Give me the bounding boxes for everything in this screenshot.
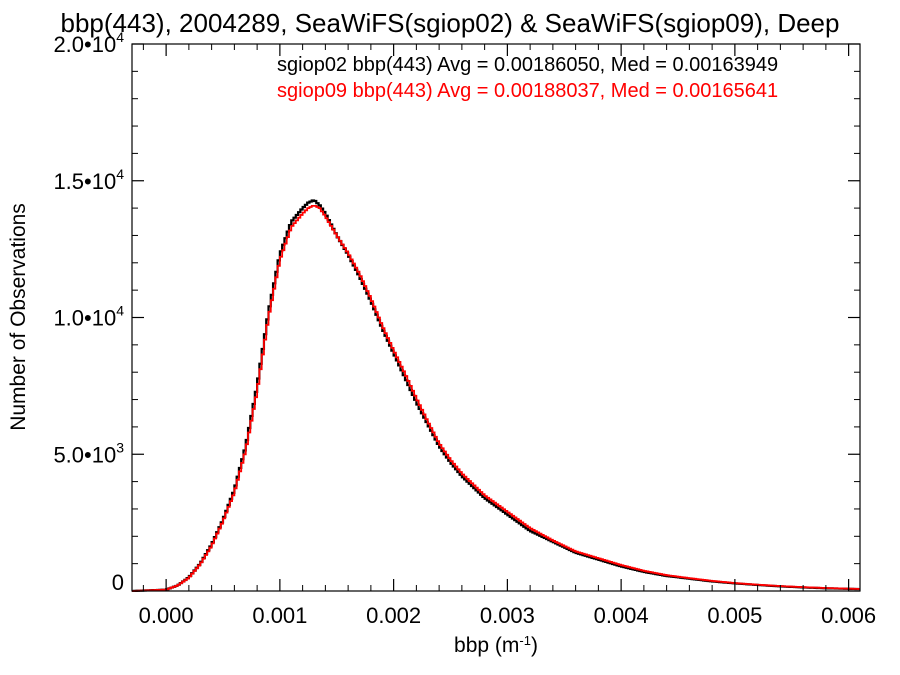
y-tick-label: 1.0•104 (53, 303, 124, 331)
x-tick-labels: 0.000 0.001 0.002 0.003 0.004 0.005 0.006 (139, 603, 877, 628)
legend: sgiop02 bbp(443) Avg = 0.00186050, Med =… (277, 54, 778, 102)
series-layer (132, 199, 860, 593)
x-axis-title-sup: -1 (519, 633, 531, 648)
y-tick-label: 5.0•103 (53, 439, 124, 467)
x-tick-label: 0.000 (139, 603, 194, 628)
x-tick-label: 0.002 (366, 603, 421, 628)
x-tick-label: 0.001 (252, 603, 307, 628)
x-tick-label: 0.005 (707, 603, 762, 628)
x-tick-label: 0.004 (594, 603, 649, 628)
x-axis-title: bbp (m-1) (454, 633, 538, 658)
y-tick-labels: 0 5.0•103 1.0•104 1.5•104 2.0•104 (53, 29, 124, 595)
x-tick-label: 0.006 (821, 603, 876, 628)
y-tick-label: 0 (112, 570, 124, 595)
x-axis-title-main: bbp (m (454, 634, 519, 657)
legend-entry-sgiop02: sgiop02 bbp(443) Avg = 0.00186050, Med =… (277, 54, 778, 76)
legend-entry-sgiop09: sgiop09 bbp(443) Avg = 0.00188037, Med =… (277, 80, 778, 102)
ticks-layer (132, 43, 860, 592)
y-tick-label: 2.0•104 (53, 29, 124, 57)
chart-title: bbp(443), 2004289, SeaWiFS(sgiop02) & Se… (61, 8, 840, 38)
x-axis-title-suffix: ) (531, 634, 538, 657)
x-tick-label: 0.003 (480, 603, 535, 628)
series-line-1 (132, 205, 860, 592)
plot-frame (131, 43, 861, 592)
y-tick-label: 1.5•104 (53, 166, 124, 194)
series-line-0 (132, 199, 860, 593)
y-axis-title: Number of Observations (7, 203, 30, 431)
